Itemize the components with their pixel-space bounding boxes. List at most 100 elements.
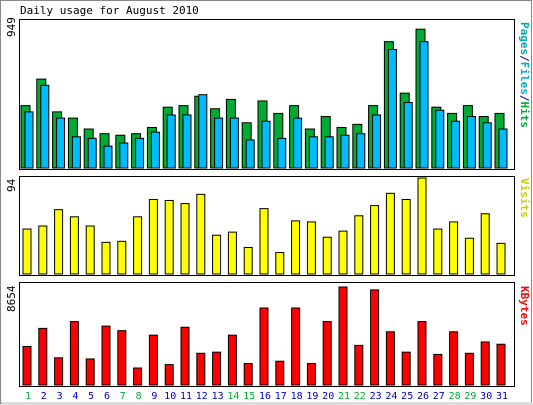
- day-label: 16: [259, 391, 271, 402]
- day-label: 28: [449, 391, 461, 402]
- files-bar: [466, 116, 476, 169]
- day-label: 18: [291, 391, 303, 402]
- visits-bar: [480, 213, 490, 275]
- kbytes-bar: [38, 327, 48, 386]
- visits-bar: [196, 193, 206, 275]
- files-bar: [166, 114, 176, 169]
- visits-bar: [449, 221, 459, 275]
- files-bar: [451, 120, 461, 169]
- outer-frame-shadow: [2, 402, 533, 405]
- visits-bar: [496, 242, 506, 275]
- kbytes-bar: [275, 360, 285, 386]
- files-bar: [103, 145, 113, 169]
- day-label: 11: [180, 391, 192, 402]
- day-label: 4: [72, 391, 78, 402]
- legend-visits: Visits: [518, 178, 531, 218]
- visits-bar: [69, 216, 79, 275]
- legend-part: Hits: [518, 102, 531, 129]
- files-bar: [229, 117, 239, 169]
- legend-part: /: [518, 95, 531, 102]
- day-label: 2: [41, 391, 47, 402]
- day-label: 7: [120, 391, 126, 402]
- visits-bar: [306, 221, 316, 275]
- visits-bar: [433, 228, 443, 275]
- visits-bar: [38, 225, 48, 275]
- day-label: 8: [136, 391, 142, 402]
- visits-bar: [338, 230, 348, 275]
- kbytes-bar: [433, 353, 443, 386]
- kbytes-bar: [212, 351, 222, 386]
- kbytes-bar: [306, 362, 316, 386]
- chart-title: Daily usage for August 2010: [20, 4, 199, 17]
- files-bar: [198, 94, 208, 169]
- files-bar: [135, 137, 145, 169]
- kbytes-bar: [85, 358, 95, 386]
- files-bar: [435, 109, 445, 169]
- day-label: 5: [88, 391, 94, 402]
- files-bar: [403, 101, 413, 169]
- kbytes-bar: [259, 307, 269, 386]
- kbytes-bar: [148, 334, 158, 386]
- files-bar: [356, 133, 366, 169]
- visits-bar: [212, 234, 222, 275]
- visits-bar: [117, 240, 127, 275]
- files-bar: [498, 128, 508, 169]
- visits-bar: [464, 237, 474, 275]
- visits-ymax-label: 94: [5, 178, 18, 192]
- files-bar: [340, 134, 350, 169]
- files-bar: [119, 142, 129, 169]
- kbytes-bar: [227, 334, 237, 386]
- visits-bar: [354, 215, 364, 275]
- visits-bar: [417, 177, 427, 275]
- legend-kbytes: KBytes: [518, 286, 531, 326]
- day-label: 22: [354, 391, 366, 402]
- files-bar: [387, 48, 397, 169]
- day-label: 12: [196, 391, 208, 402]
- legend-part: Pages: [518, 22, 531, 55]
- files-bar: [245, 139, 255, 169]
- day-label: 10: [164, 391, 176, 402]
- hits-bars-group: [20, 28, 508, 169]
- day-label: 24: [385, 391, 397, 402]
- kbytes-bar: [322, 321, 332, 386]
- kbytes-bar: [117, 330, 127, 386]
- day-label: 19: [306, 391, 318, 402]
- kbytes-bar: [101, 325, 111, 386]
- files-bar: [308, 136, 318, 169]
- visits-bar: [370, 205, 380, 275]
- kbytes-bar: [22, 345, 32, 386]
- visits-bar: [148, 198, 158, 275]
- day-label: 30: [480, 391, 492, 402]
- kbytes-bar: [354, 344, 364, 386]
- files-bar: [182, 114, 192, 169]
- files-bar: [150, 131, 160, 169]
- visits-bar: [291, 220, 301, 275]
- files-bar: [261, 120, 271, 169]
- files-bar: [214, 117, 224, 169]
- legend-part: /: [518, 55, 531, 62]
- visits-bar: [54, 209, 64, 275]
- kbytes-bar: [464, 352, 474, 386]
- kbytes-bar: [417, 321, 427, 386]
- day-label: 25: [401, 391, 413, 402]
- kbytes-bars-group: [22, 286, 506, 386]
- kbytes-bar: [401, 351, 411, 386]
- day-label: 13: [212, 391, 224, 402]
- visits-bar: [133, 216, 143, 275]
- day-label: 15: [243, 391, 255, 402]
- kbytes-bar: [291, 307, 301, 386]
- day-label: 1: [25, 391, 31, 402]
- day-label: 6: [104, 391, 110, 402]
- day-label: 3: [57, 391, 63, 402]
- day-label: 9: [151, 391, 157, 402]
- files-bar: [482, 122, 492, 169]
- day-label: 20: [322, 391, 334, 402]
- kbytes-bar: [69, 321, 79, 386]
- visits-bar: [180, 203, 190, 275]
- kbytes-bar: [480, 341, 490, 386]
- files-bar: [277, 137, 287, 169]
- kbytes-bar: [385, 331, 395, 386]
- kbytes-bar: [243, 362, 253, 386]
- visits-bar: [85, 225, 95, 275]
